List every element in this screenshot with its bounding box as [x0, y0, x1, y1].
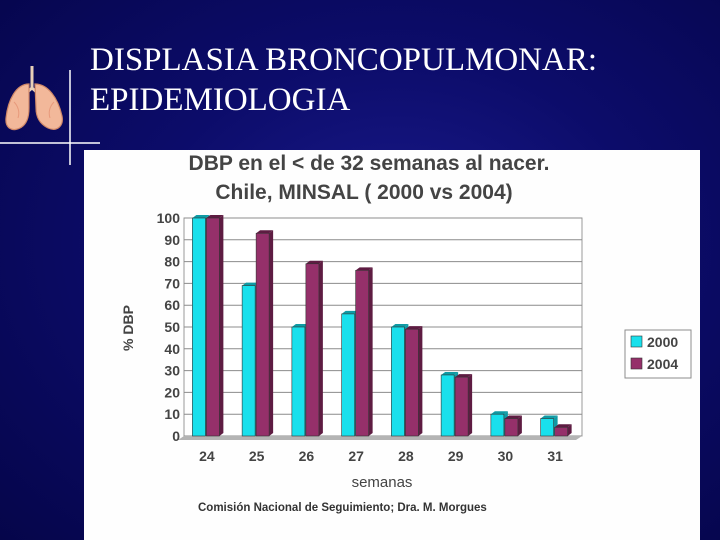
chart-panel: DBP en el < de 32 semanas al nacer. Chil… — [84, 150, 700, 540]
y-tick-label: 10 — [164, 406, 180, 422]
bar-2004-30 — [504, 418, 519, 437]
bar-top-2004-24 — [206, 215, 224, 218]
bar-2004-24 — [206, 217, 220, 437]
x-tick-label: 27 — [348, 448, 364, 464]
bar-top-2000-29 — [441, 371, 459, 375]
bar-top-2000-25 — [242, 282, 260, 286]
y-tick-label: 30 — [164, 363, 180, 379]
bar-top-2000-28 — [391, 324, 409, 327]
bar-top-2004-25 — [256, 230, 274, 234]
bar-2004-27 — [355, 270, 369, 437]
x-axis-label: semanas — [352, 474, 413, 491]
slide-title: DISPLASIA BRONCOPULMONAR: EPIDEMIOLOGIA — [90, 40, 700, 120]
x-tick-label: 25 — [249, 448, 265, 464]
bar-2004-25 — [255, 232, 270, 437]
bar-top-2000-30 — [490, 411, 508, 415]
bar-side-2004-24 — [219, 215, 224, 436]
bar-top-2004-29 — [455, 374, 473, 378]
bar-2000-28 — [391, 326, 405, 437]
legend: 2000 2004 — [624, 329, 692, 379]
y-tick-label: 50 — [164, 319, 180, 335]
bar-side-2004-28 — [418, 326, 423, 436]
x-tick-label: 31 — [547, 448, 563, 464]
slide-title-line-2: EPIDEMIOLOGIA — [90, 82, 351, 118]
bar-2004-29 — [454, 376, 469, 437]
legend-label-2004: 2004 — [647, 356, 678, 372]
grid-layer — [178, 217, 583, 440]
bar-top-2000-26 — [291, 324, 309, 327]
legend-label-2000: 2000 — [647, 334, 678, 350]
bar-side-2004-25 — [269, 230, 274, 436]
bar-top-2000-27 — [341, 310, 359, 314]
y-tick-label: 100 — [157, 210, 181, 226]
bar-side-2004-30 — [517, 415, 522, 436]
x-tick-label: 29 — [448, 448, 464, 464]
bar-2000-30 — [490, 413, 505, 437]
lungs-icon — [5, 66, 63, 131]
bar-top-2004-27 — [355, 267, 373, 271]
bar-2000-27 — [341, 313, 355, 437]
legend-swatch-2004 — [630, 357, 643, 370]
bar-2004-28 — [405, 328, 419, 437]
bar-top-2004-26 — [305, 260, 323, 264]
tick-layer: 0 10 20 30 40 50 60 70 80 90 100 24 25 26 27 28 29 30 31 — [157, 210, 563, 464]
bar-top-2000-31 — [540, 415, 558, 419]
x-tick-label: 24 — [199, 448, 215, 464]
bar-chart: DBP en el < de 32 semanas al nacer. Chil… — [120, 152, 692, 491]
bar-top-2004-28 — [405, 326, 423, 330]
bar-2000-26 — [291, 326, 306, 437]
y-tick-label: 20 — [164, 384, 180, 400]
bar-2004-31 — [554, 426, 568, 437]
source-note: Comisión Nacional de Seguimiento; Dra. M… — [198, 502, 487, 514]
chart-title-line-2: Chile, MINSAL ( 2000 vs 2004) — [215, 181, 512, 204]
bar-top-2004-30 — [504, 415, 522, 419]
legend-swatch-2000 — [630, 335, 643, 348]
y-axis-label: % DBP — [120, 305, 136, 351]
x-tick-label: 30 — [498, 448, 514, 464]
y-tick-label: 0 — [172, 428, 180, 444]
y-tick-label: 60 — [164, 297, 180, 313]
bar-2004-26 — [305, 263, 320, 437]
bar-side-2004-27 — [368, 267, 373, 436]
x-tick-label: 28 — [398, 448, 414, 464]
y-tick-label: 90 — [164, 232, 180, 248]
slide-title-line-1: DISPLASIA BRONCOPULMONAR: — [90, 42, 598, 78]
bar-top-2000-24 — [192, 215, 210, 218]
bar-2000-31 — [540, 418, 554, 437]
chart-floor — [178, 436, 582, 440]
bar-2000-25 — [241, 285, 256, 437]
chart-title-line-1: DBP en el < de 32 semanas al nacer. — [189, 152, 550, 175]
bar-side-2004-26 — [318, 260, 323, 436]
bar-top-2004-31 — [554, 424, 572, 428]
bar-2000-24 — [192, 217, 206, 437]
bar-2000-29 — [440, 374, 455, 437]
bar-side-2004-29 — [468, 374, 473, 436]
y-tick-label: 70 — [164, 275, 180, 291]
bar-side-2004-31 — [567, 424, 572, 436]
y-tick-label: 40 — [164, 341, 180, 357]
bar-layer — [192, 215, 572, 437]
y-tick-label: 80 — [164, 254, 180, 270]
x-tick-label: 26 — [299, 448, 315, 464]
